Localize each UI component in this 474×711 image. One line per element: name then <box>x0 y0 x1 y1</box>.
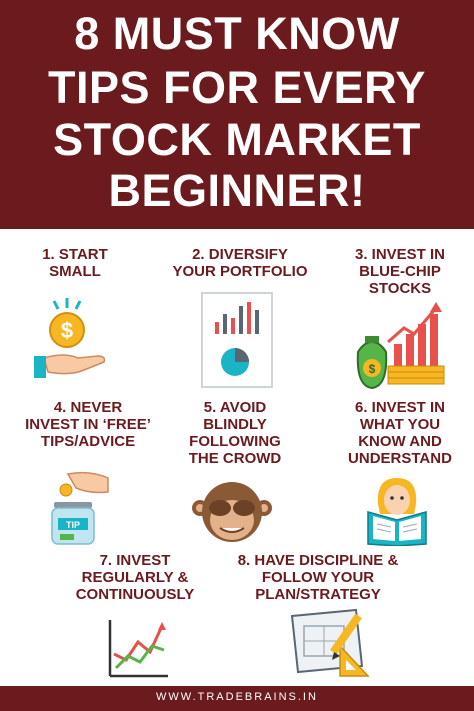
title-line-3: STOCK MARKET <box>53 114 421 165</box>
title-line-1: 8 MUST KNOW <box>74 8 400 59</box>
tip-1-label: 1. START SMALL <box>42 246 108 280</box>
tip-3-label: 3. INVEST IN BLUE-CHIP STOCKS <box>354 246 446 297</box>
line-chart-icon <box>108 620 168 678</box>
svg-text:TIP: TIP <box>66 520 80 530</box>
tip-jar-icon: TIP <box>51 471 109 545</box>
portfolio-chart-icon <box>201 292 273 388</box>
tip-6-label: 6. INVEST IN WHAT YOU KNOW AND UNDERSTAN… <box>348 399 452 467</box>
svg-text:$: $ <box>61 318 73 343</box>
reading-person-icon <box>367 478 427 546</box>
money-growth-icon: $ <box>356 302 445 390</box>
tip-2-label: 2. DIVERSIFY YOUR PORTFOLIO <box>172 246 308 280</box>
tip-7-label: 7. INVEST REGULARLY & CONTINUOUSLY <box>75 552 195 603</box>
hand-coin-icon: $ <box>34 298 106 378</box>
monkey-icon <box>192 482 272 542</box>
tip-4-label: 4. NEVER INVEST IN ‘FREE’ TIPS/ADVICE <box>25 399 151 450</box>
blueprint-icon <box>290 608 370 677</box>
title-line-2: TIPS FOR EVERY <box>48 62 426 113</box>
tip-8-label: 8. HAVE DISCIPLINE & FOLLOW YOUR PLAN/ST… <box>237 552 399 603</box>
website-link[interactable]: WWW.TRADEBRAINS.IN <box>156 691 318 703</box>
svg-text:$: $ <box>369 362 376 376</box>
footer-banner: WWW.TRADEBRAINS.IN <box>0 686 474 711</box>
header-banner: 8 MUST KNOW TIPS FOR EVERY STOCK MARKET … <box>0 0 474 229</box>
title-line-4: BEGINNER! <box>108 165 366 216</box>
tip-5-label: 5. AVOID BLINDLY FOLLOWING THE CROWD <box>188 399 282 467</box>
